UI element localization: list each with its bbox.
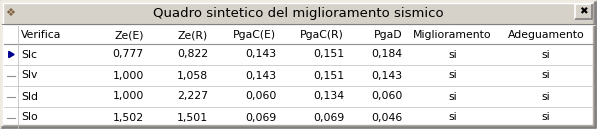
Polygon shape [9, 51, 14, 58]
Text: Slo: Slo [21, 112, 38, 123]
Text: 0,060: 0,060 [245, 91, 276, 102]
Text: Verifica: Verifica [21, 30, 61, 40]
Text: PgaC(E): PgaC(E) [233, 30, 276, 40]
Text: 0,060: 0,060 [371, 91, 402, 102]
Text: 0,069: 0,069 [313, 112, 344, 123]
Bar [575, 4, 592, 19]
Text: Sld: Sld [21, 91, 38, 102]
Text: 0,069: 0,069 [245, 112, 276, 123]
Text: Miglioramento: Miglioramento [413, 30, 492, 40]
Text: 1,058: 1,058 [177, 71, 208, 80]
Bar [4, 26, 593, 125]
Text: si: si [542, 71, 550, 80]
Text: 0,151: 0,151 [313, 71, 344, 80]
Text: Quadro sintetico del miglioramento sismico: Quadro sintetico del miglioramento sismi… [153, 6, 444, 19]
Bar [2, 2, 595, 24]
Text: 0,143: 0,143 [371, 71, 402, 80]
Text: 0,777: 0,777 [113, 50, 144, 59]
Text: ❖: ❖ [5, 8, 15, 18]
Text: 1,000: 1,000 [112, 71, 144, 80]
Text: si: si [448, 71, 457, 80]
Text: 0,184: 0,184 [371, 50, 402, 59]
Text: Ze(E): Ze(E) [114, 30, 144, 40]
Text: PgaC(R): PgaC(R) [300, 30, 344, 40]
Text: si: si [542, 91, 550, 102]
Text: si: si [542, 112, 550, 123]
Text: Slc: Slc [21, 50, 37, 59]
Text: 0,046: 0,046 [371, 112, 402, 123]
Text: ✖: ✖ [579, 6, 588, 17]
Text: Slv: Slv [21, 71, 38, 80]
Text: 0,143: 0,143 [245, 50, 276, 59]
Text: 1,000: 1,000 [112, 91, 144, 102]
Text: PgaD: PgaD [374, 30, 402, 40]
Text: Ze(R): Ze(R) [178, 30, 208, 40]
Text: 2,227: 2,227 [177, 91, 208, 102]
Text: si: si [448, 91, 457, 102]
Text: 0,151: 0,151 [313, 50, 344, 59]
Text: 1,502: 1,502 [113, 112, 144, 123]
Text: si: si [542, 50, 550, 59]
Text: 0,134: 0,134 [313, 91, 344, 102]
Text: si: si [448, 112, 457, 123]
Text: 0,143: 0,143 [245, 71, 276, 80]
Text: 0,822: 0,822 [177, 50, 208, 59]
Text: si: si [448, 50, 457, 59]
Text: 1,501: 1,501 [177, 112, 208, 123]
Text: Adeguamento: Adeguamento [508, 30, 584, 40]
